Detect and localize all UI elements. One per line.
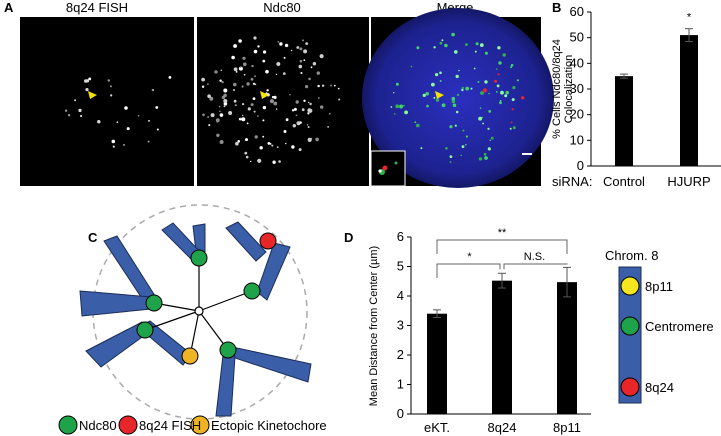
chrom8-label-8p11: 8p11	[645, 279, 673, 294]
legend-label-fish: 8q24 FISH	[139, 418, 201, 433]
legend-label-ndc80: Ndc80	[79, 418, 117, 433]
panel-label-b: B	[552, 0, 561, 15]
chart-b-ylabel-line: % Cells Ndc80/8q24	[551, 39, 563, 139]
chart-d-bar	[492, 280, 512, 414]
chrom8-schematic	[618, 266, 642, 404]
chart-d-significance-bracket	[503, 263, 568, 270]
legend-swatch-ectopic	[190, 415, 210, 435]
chart-b-ytick-label: 50	[570, 30, 584, 45]
panel-label-a: A	[4, 0, 14, 15]
chart-b-ytick-label: 40	[570, 55, 584, 70]
chart-d-significance-bracket	[436, 239, 568, 254]
chart-d-bar	[427, 313, 447, 414]
merge-inset	[370, 150, 406, 187]
chart-d-significance-bracket	[436, 263, 501, 278]
panel-c-legend	[58, 415, 210, 435]
chart-d-ytick-label: 2	[397, 347, 404, 362]
chart-b-significance: *	[687, 12, 692, 24]
chart-b-ytick-label: 60	[570, 4, 584, 19]
chart-b-xtick-label: HJURP	[667, 174, 710, 189]
micrograph-ndc80	[197, 17, 369, 186]
chart-b: 0 10 20 30 40 50 60 % Cells Ndc80/8q24Colocaliz…	[551, 4, 721, 189]
chart-b-ylabel: % Cells Ndc80/8q24Colocalization	[551, 39, 575, 139]
micrograph-merge	[362, 8, 554, 188]
kinetochore-markers	[136, 232, 277, 365]
chart-d-ytick-label: 3	[397, 318, 404, 333]
chart-b-bar	[680, 35, 698, 166]
arrowhead-icon	[260, 91, 269, 99]
chart-d-significance-label: N.S.	[524, 251, 545, 263]
chrom8-marker-8q24	[620, 377, 640, 397]
chart-b-x-prefix: siRNA:	[552, 174, 592, 189]
chart-d-xtick-label: 8q24	[488, 420, 517, 435]
chart-d-significance-label: *	[467, 251, 472, 263]
chart-d-ytick-label: 0	[397, 406, 404, 421]
chart-d-ylabel: Mean Distance from Center (µm)	[368, 246, 380, 406]
chrom8-label-8q24: 8q24	[645, 380, 674, 395]
chrom8-title: Chrom. 8	[605, 248, 658, 263]
arrowhead-icon	[435, 91, 444, 99]
scale-bar	[522, 153, 532, 155]
chart-b-xtick-label: Control	[603, 174, 645, 189]
arrowhead-icon	[88, 91, 97, 99]
micrograph-fish	[20, 17, 194, 186]
legend-label-ectopic: Ectopic Kinetochore	[211, 418, 327, 433]
chart-d-xtick-label: eKT.	[424, 420, 450, 435]
chart-d-xtick-label: 8p11	[553, 420, 581, 435]
chart-d-ytick-label: 5	[397, 259, 404, 274]
kinetochore-diagram	[79, 204, 312, 420]
chart-d-ytick-label: 4	[397, 288, 404, 303]
chrom8-marker-8p11	[620, 276, 640, 296]
chart-b-ytick-label: 20	[570, 107, 584, 122]
chart-d-ytick-label: 6	[397, 229, 404, 244]
chart-b-ytick-label: 10	[570, 132, 584, 147]
chart-b-ylabel-line: Colocalization	[563, 55, 575, 123]
chrom8-marker-centromere	[620, 316, 640, 336]
chart-b-ytick-label: 0	[577, 158, 584, 173]
legend-swatch-ndc80	[58, 415, 78, 435]
chart-d-bar	[557, 282, 577, 414]
panel-a-title-fish: 8q24 FISH	[66, 0, 128, 15]
panel-a-title-ndc80: Ndc80	[263, 0, 301, 15]
spindle-pole	[194, 306, 204, 316]
chart-d-ytick-label: 1	[397, 377, 404, 392]
chart-b-bar	[615, 76, 633, 166]
chart-d: 0 1 2 3 4 5 6 Mean Distance from Center (µm) eKT…	[368, 227, 591, 435]
legend-swatch-fish	[118, 415, 138, 435]
chrom8-label-centromere: Centromere	[645, 319, 714, 334]
panel-label-c: C	[88, 230, 98, 245]
chart-d-significance-label: **	[498, 227, 507, 239]
panel-label-d: D	[344, 230, 353, 245]
chart-b-ytick-label: 30	[570, 81, 584, 96]
